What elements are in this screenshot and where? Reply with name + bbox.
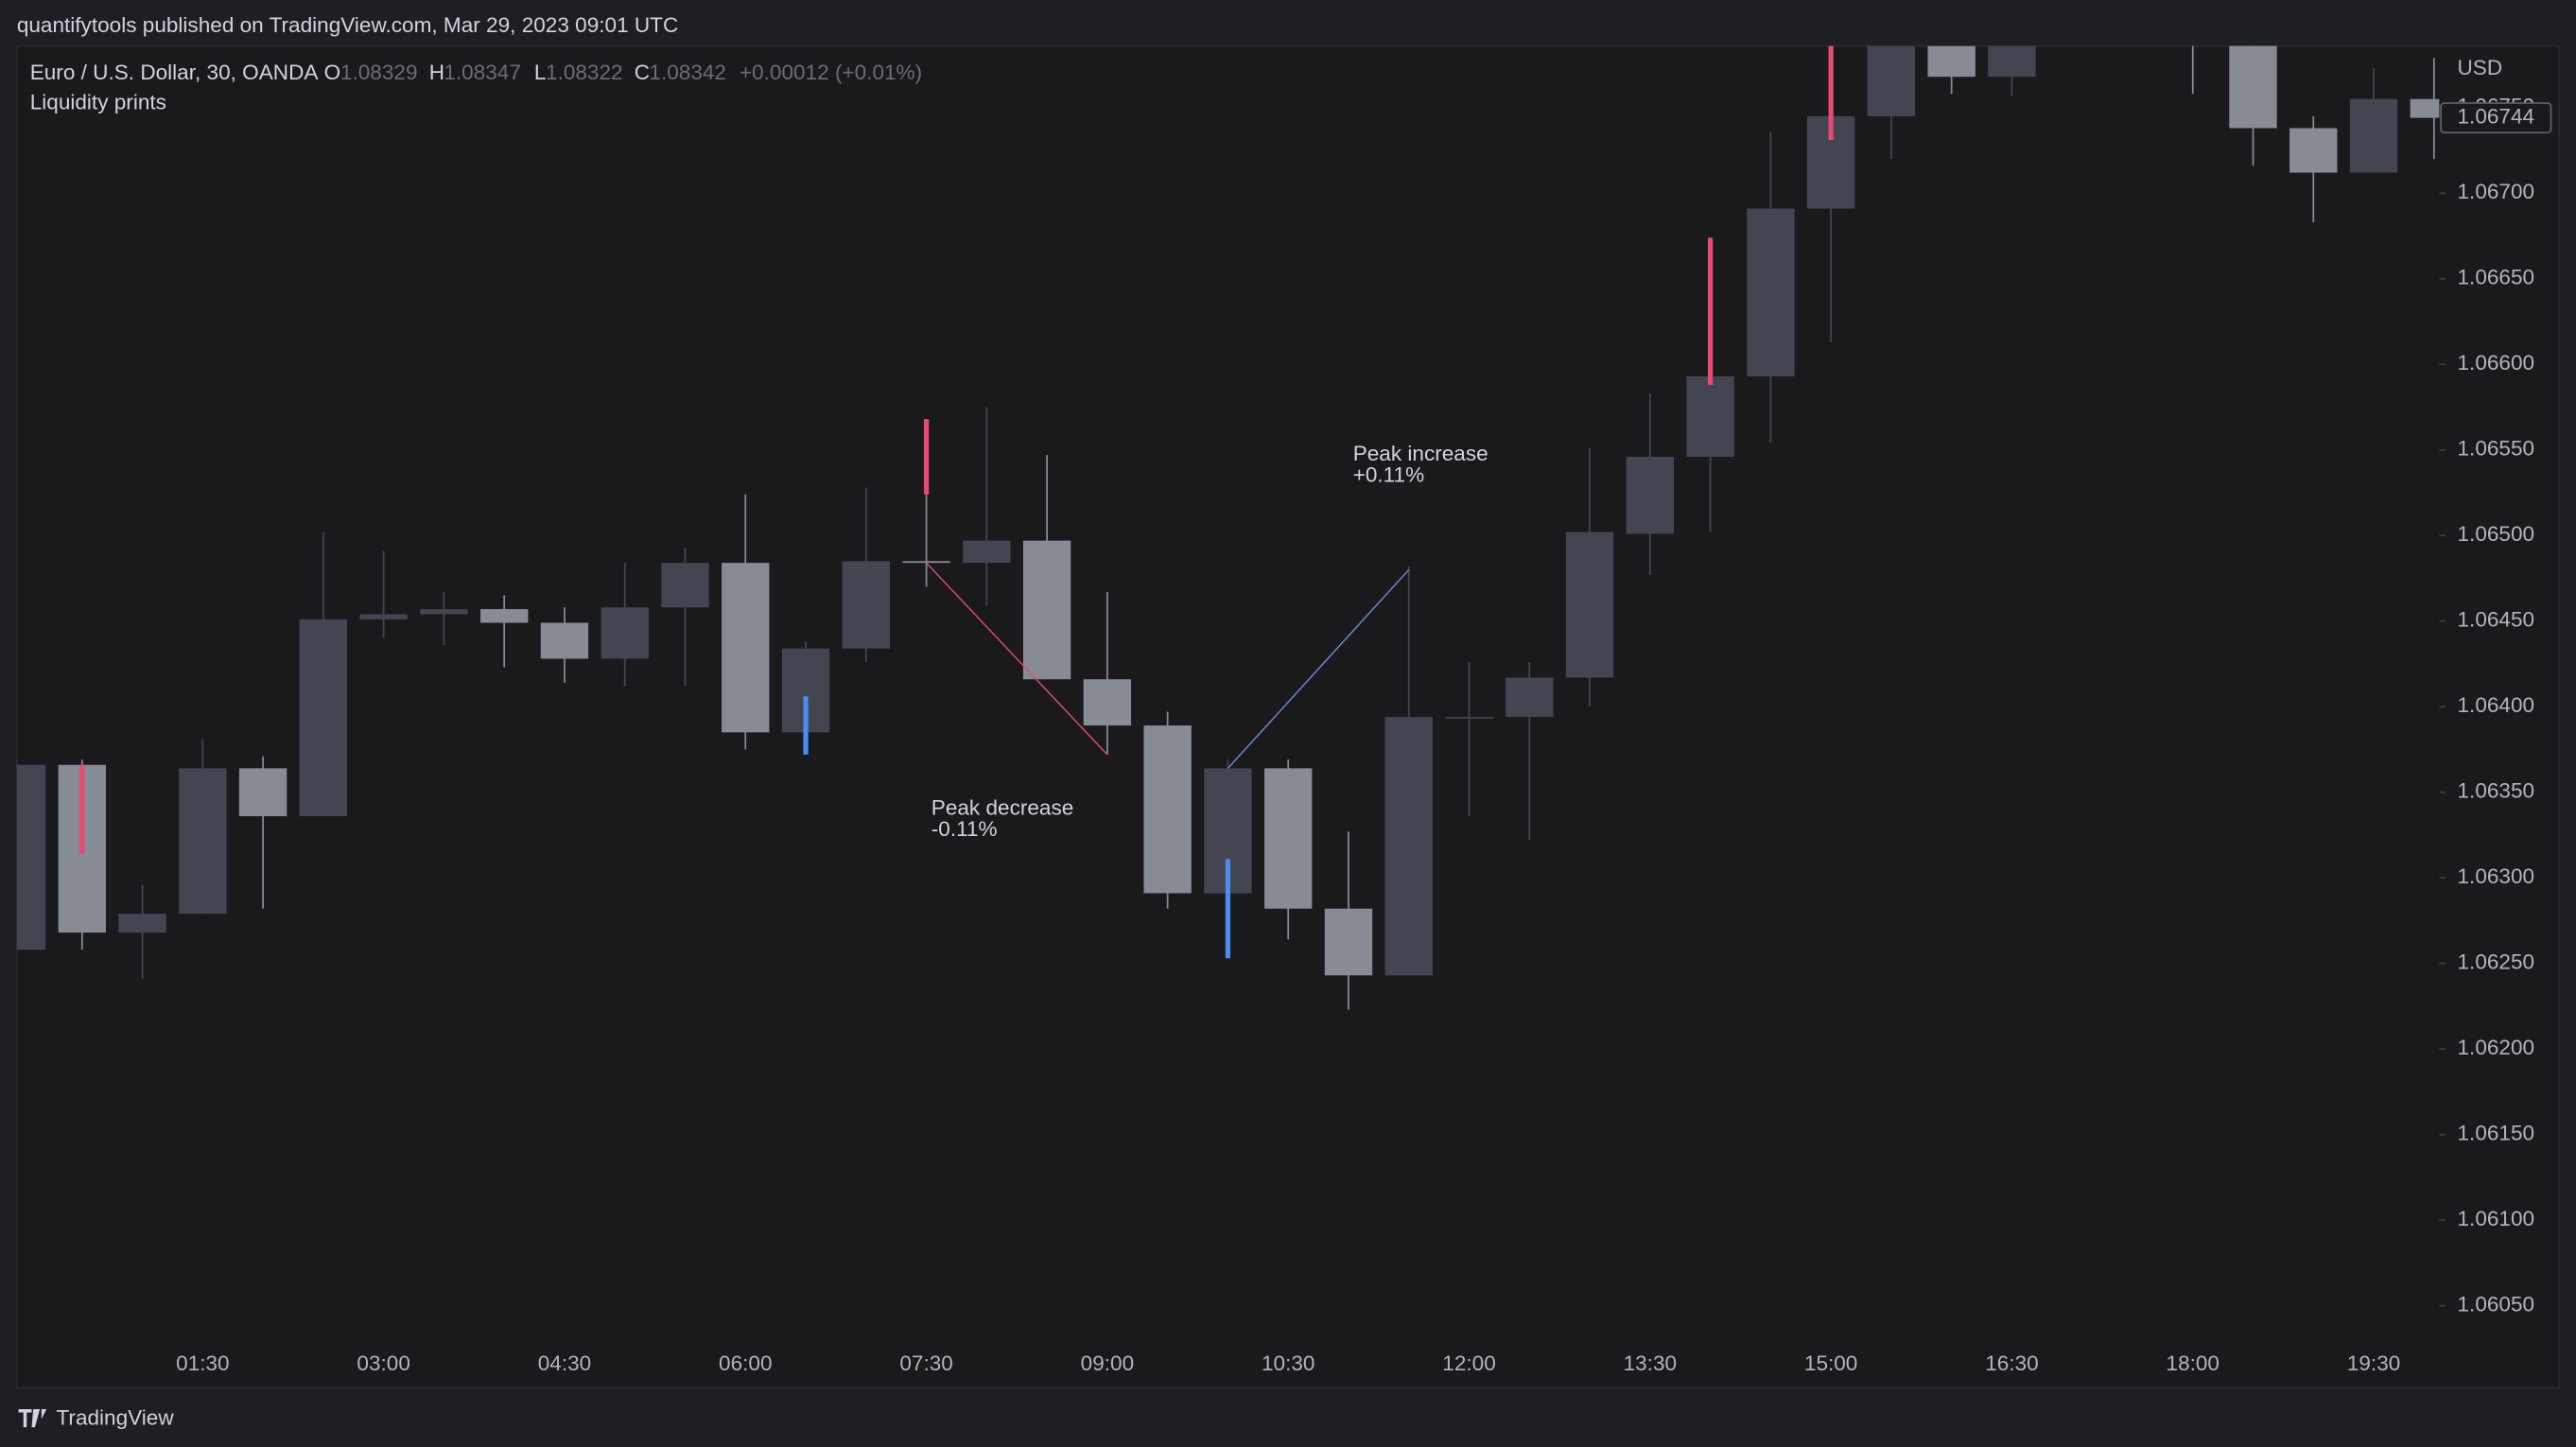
candle-body — [661, 563, 709, 608]
candle-body — [238, 768, 287, 817]
candle-body — [722, 563, 770, 733]
y-tick-label: 1.06350 — [2458, 779, 2535, 803]
y-tick-label: 1.06300 — [2458, 864, 2535, 888]
y-tick-label: 1.06450 — [2458, 608, 2535, 632]
annotation-value: +0.11% — [1353, 462, 1424, 486]
y-tick-label: 1.06400 — [2458, 693, 2535, 717]
symbol: Euro / U.S. Dollar, 30, OANDA — [30, 61, 319, 84]
y-tick-label: 1.06050 — [2458, 1293, 2535, 1316]
candle-body — [842, 561, 890, 649]
legend-change: +0.00012 (+0.01%) — [740, 61, 922, 84]
y-tick-label: 1.06100 — [2458, 1207, 2535, 1230]
candle-body — [600, 607, 649, 659]
indicator-name: Liquidity prints — [30, 90, 166, 113]
y-tick-label: 1.06550 — [2458, 437, 2535, 461]
legend-h: 1.08347 — [444, 61, 521, 84]
y-tick-label: 1.06600 — [2458, 351, 2535, 375]
annotation-line — [926, 562, 1108, 756]
candle-body — [2410, 98, 2440, 118]
legend-o: 1.08329 — [340, 61, 418, 84]
candle-body — [1565, 532, 1614, 678]
y-tick-label: 1.06150 — [2458, 1122, 2535, 1145]
candle-body — [16, 764, 46, 950]
candle-body — [179, 768, 227, 915]
candle-body — [1927, 45, 1976, 78]
last-price-box — [2440, 102, 2552, 134]
legend-h-label: H — [429, 61, 444, 84]
annotation-line — [1227, 568, 1410, 769]
plot — [16, 45, 2440, 1010]
y-tick-label: 1.06250 — [2458, 950, 2535, 974]
currency: USD — [2458, 56, 2503, 79]
last-price: 1.06744 — [2458, 105, 2535, 129]
candle-body — [2229, 45, 2277, 129]
legend-c: 1.08342 — [649, 61, 726, 84]
candle-body — [1506, 677, 1554, 718]
x-tick-label: 04:30 — [538, 1351, 591, 1375]
x-tick-label: 06:00 — [719, 1351, 772, 1375]
candle-body — [1626, 456, 1675, 534]
legend-l-label: L — [534, 61, 547, 84]
y-tick-label: 1.06650 — [2458, 266, 2535, 289]
candle-body — [540, 622, 589, 659]
y-tick-label: 1.06200 — [2458, 1036, 2535, 1059]
annotation-title: Peak decrease — [931, 796, 1074, 820]
y-tick-label: 1.06700 — [2458, 180, 2535, 203]
candle-body — [2349, 98, 2398, 173]
annotation-title: Peak increase — [1353, 442, 1488, 465]
candle-body — [1747, 208, 1795, 376]
candle-body — [299, 619, 348, 817]
chart-pane — [15, 44, 2561, 1389]
legend-o-label: O — [324, 61, 341, 84]
legend-l: 1.08322 — [546, 61, 623, 84]
y-tick-label: 1.06500 — [2458, 522, 2535, 546]
candle-body — [1022, 540, 1071, 680]
candle-body — [118, 914, 166, 933]
footer-brand: TradingView — [57, 1405, 175, 1429]
x-tick-label: 03:00 — [357, 1351, 409, 1375]
candle-body — [1445, 717, 1493, 719]
candle-body — [420, 609, 468, 615]
x-tick-label: 15:00 — [1804, 1351, 1857, 1375]
x-tick-label: 18:00 — [2167, 1351, 2219, 1375]
candle-body — [1264, 768, 1313, 909]
candle-body — [1867, 45, 1916, 116]
candle-body — [1686, 375, 1734, 457]
annotation-value: -0.11% — [931, 817, 998, 841]
x-tick-label: 13:30 — [1624, 1351, 1677, 1375]
candle-body — [359, 614, 408, 619]
candle-body — [2289, 128, 2338, 173]
legend-c-label: C — [635, 61, 650, 84]
x-tick-label: 07:30 — [899, 1351, 952, 1375]
candle-body — [963, 540, 1011, 564]
candle-body — [1988, 45, 2036, 78]
publish-info: quantifytools published on TradingView.c… — [17, 13, 678, 37]
candle-body — [902, 561, 950, 564]
x-tick-label: 09:00 — [1081, 1351, 1134, 1375]
candle-body — [480, 609, 529, 623]
x-tick-label: 12:00 — [1442, 1351, 1495, 1375]
x-tick-label: 16:30 — [1985, 1351, 2038, 1375]
x-tick-label: 10:30 — [1262, 1351, 1314, 1375]
candle-body — [1083, 679, 1132, 726]
candle-body — [1384, 717, 1433, 976]
x-tick-label: 19:30 — [2347, 1351, 2400, 1375]
candle-body — [1324, 908, 1373, 976]
x-tick-label: 01:30 — [176, 1351, 229, 1375]
candle-body — [1143, 725, 1192, 894]
